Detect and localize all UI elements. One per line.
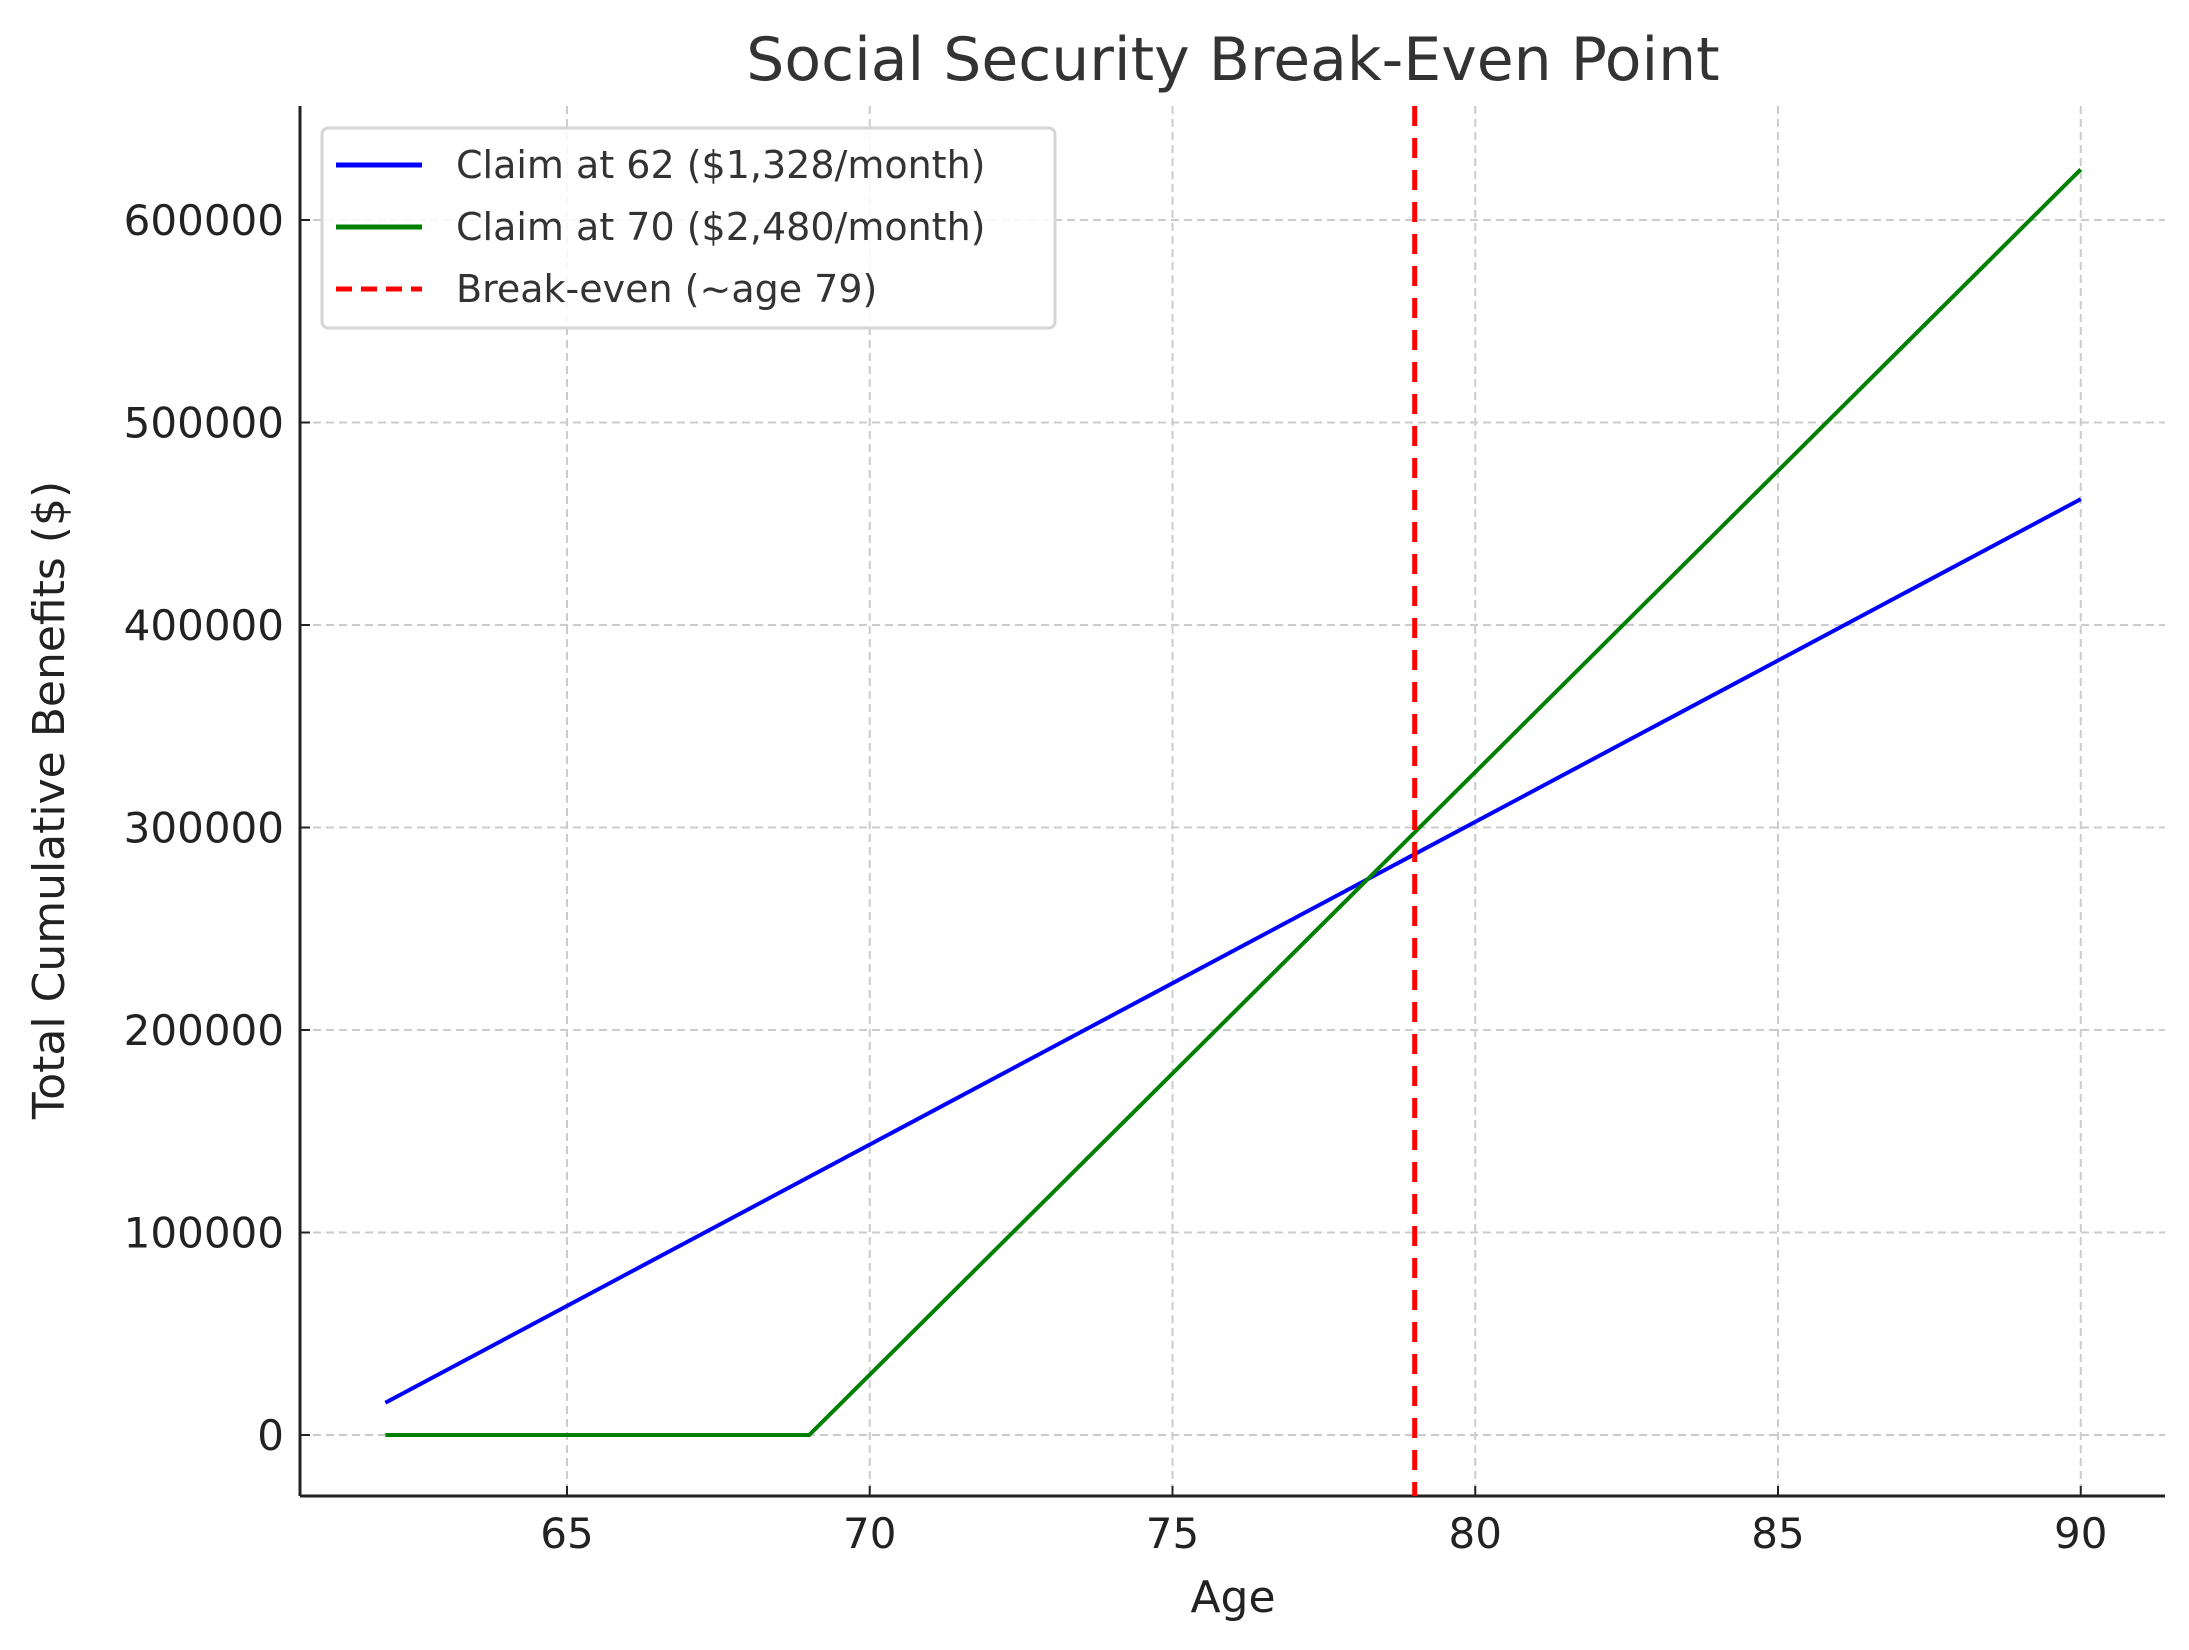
x-tick-label: 85 <box>1751 1509 1804 1558</box>
y-tick-label: 300000 <box>124 804 284 853</box>
x-tick-label: 65 <box>540 1509 593 1558</box>
y-tick-label: 0 <box>257 1411 284 1460</box>
y-tick-label: 600000 <box>124 196 284 245</box>
y-tick-label: 100000 <box>124 1209 284 1258</box>
legend-label: Break-even (~age 79) <box>456 267 877 311</box>
series-line-0 <box>384 497 2082 1405</box>
y-tick-label: 200000 <box>124 1006 284 1055</box>
x-tick-label: 80 <box>1449 1509 1502 1558</box>
x-tick-label: 70 <box>843 1509 896 1558</box>
legend-label: Claim at 70 ($2,480/month) <box>456 205 985 249</box>
legend <box>320 126 1057 330</box>
y-axis-label: Total Cumulative Benefits ($) <box>24 481 75 1120</box>
chart-title: Social Security Break-Even Point <box>746 25 1719 95</box>
x-tick-label: 75 <box>1146 1509 1199 1558</box>
y-tick-label: 400000 <box>124 601 284 650</box>
y-tick-label: 500000 <box>124 399 284 448</box>
series-line-1 <box>385 168 2083 1437</box>
x-axis-label: Age <box>1190 1572 1275 1623</box>
legend-label: Claim at 62 ($1,328/month) <box>456 143 985 187</box>
x-tick-label: 90 <box>2054 1509 2107 1558</box>
